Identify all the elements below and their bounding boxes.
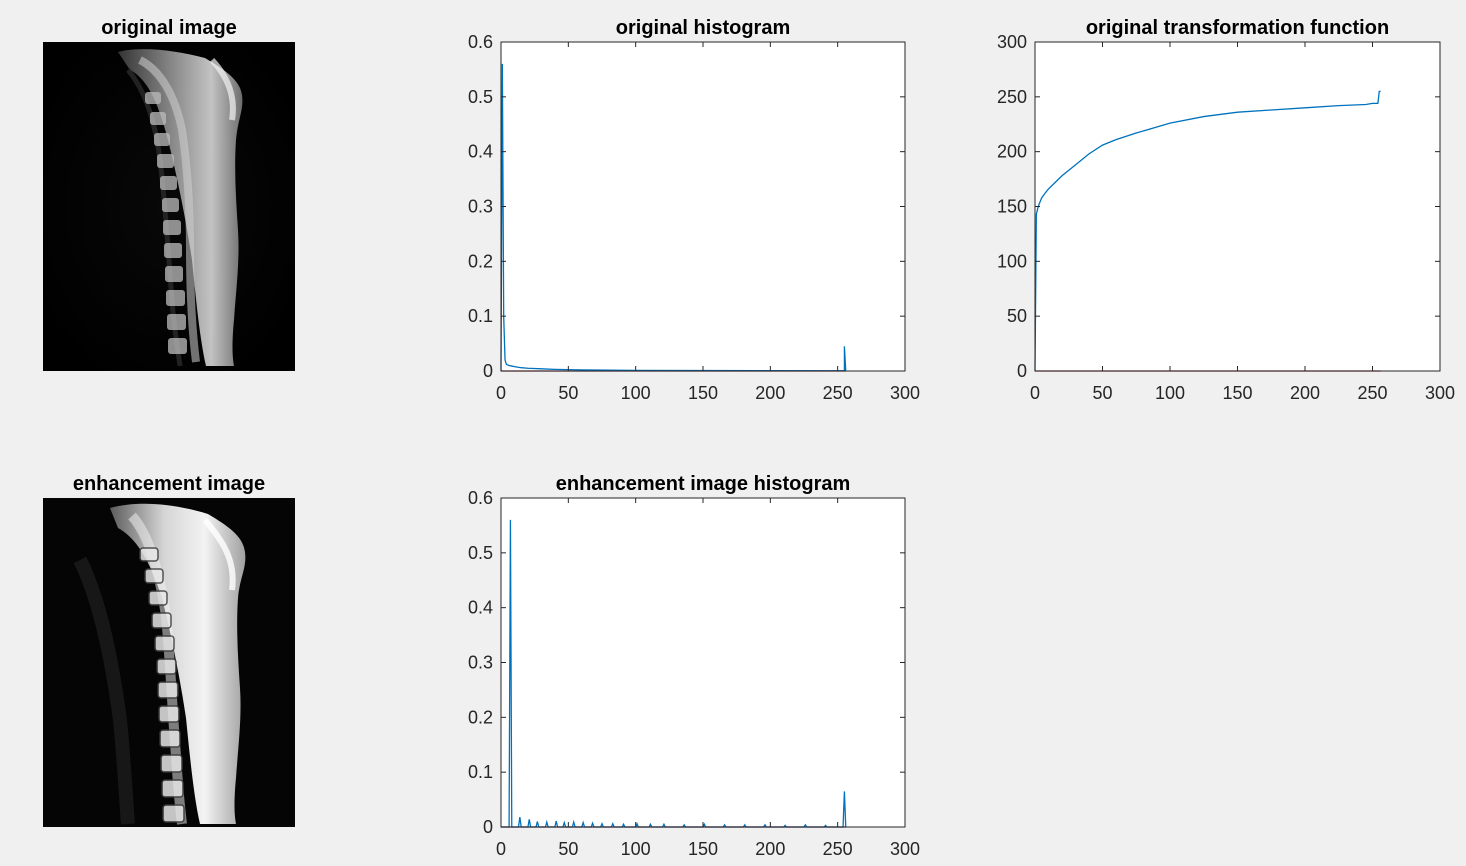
y-tick-label: 0.1 xyxy=(468,306,493,326)
y-tick-label: 0.6 xyxy=(468,32,493,52)
y-tick-label: 50 xyxy=(1007,306,1027,326)
enhancement-image-panel: enhancement image xyxy=(43,473,295,827)
original-image-panel: original image xyxy=(43,17,295,371)
x-tick-label: 200 xyxy=(755,383,785,403)
y-tick-label: 0.4 xyxy=(468,142,493,162)
x-tick-label: 300 xyxy=(1425,383,1455,403)
x-tick-label: 200 xyxy=(755,839,785,859)
x-tick-label: 150 xyxy=(688,383,718,403)
plot-area xyxy=(501,42,905,371)
y-tick-label: 0.2 xyxy=(468,707,493,727)
y-tick-label: 200 xyxy=(997,142,1027,162)
original-mri-image xyxy=(43,42,295,371)
x-tick-label: 0 xyxy=(1030,383,1040,403)
x-tick-label: 100 xyxy=(621,383,651,403)
original-transformation-function-title: original transformation function xyxy=(1086,17,1389,39)
x-tick-label: 50 xyxy=(558,839,578,859)
y-tick-label: 0.5 xyxy=(468,87,493,107)
x-tick-label: 100 xyxy=(1155,383,1185,403)
x-tick-label: 100 xyxy=(621,839,651,859)
x-tick-label: 50 xyxy=(1092,383,1112,403)
y-tick-label: 150 xyxy=(997,197,1027,217)
y-tick-label: 0.5 xyxy=(468,543,493,563)
y-tick-label: 300 xyxy=(997,32,1027,52)
x-tick-label: 0 xyxy=(496,383,506,403)
y-tick-label: 0.6 xyxy=(468,488,493,508)
x-tick-label: 250 xyxy=(1357,383,1387,403)
plot-area xyxy=(501,498,905,827)
x-tick-label: 150 xyxy=(688,839,718,859)
plot-area xyxy=(1035,42,1440,371)
y-tick-label: 0.4 xyxy=(468,598,493,618)
enhancement-image-histogram-title: enhancement image histogram xyxy=(556,473,851,495)
y-tick-label: 0 xyxy=(483,817,493,837)
y-tick-label: 0.1 xyxy=(468,762,493,782)
y-tick-label: 0 xyxy=(1017,361,1027,381)
x-tick-label: 300 xyxy=(890,839,920,859)
y-tick-label: 100 xyxy=(997,251,1027,271)
y-tick-label: 0 xyxy=(483,361,493,381)
x-tick-label: 150 xyxy=(1222,383,1252,403)
x-tick-label: 250 xyxy=(823,839,853,859)
x-tick-label: 50 xyxy=(558,383,578,403)
x-tick-label: 200 xyxy=(1290,383,1320,403)
enhancement-mri-image xyxy=(43,498,295,827)
x-tick-label: 250 xyxy=(823,383,853,403)
y-tick-label: 0.2 xyxy=(468,251,493,271)
enhancement-image-title: enhancement image xyxy=(73,473,265,495)
original-histogram-axes: original histogram 0 50 100 150 200 250 300 0 0.1… xyxy=(468,17,920,403)
y-tick-label: 250 xyxy=(997,87,1027,107)
y-tick-label: 0.3 xyxy=(468,653,493,673)
x-tick-label: 0 xyxy=(496,839,506,859)
y-tick-label: 0.3 xyxy=(468,197,493,217)
series-line xyxy=(1034,90,1381,372)
enhancement-image-histogram-axes: enhancement image histogram 0 50 100 150 200 2… xyxy=(468,473,920,859)
original-image-title: original image xyxy=(101,17,237,39)
original-transformation-function-axes: original transformation function 0 50 100 15… xyxy=(997,17,1455,403)
original-histogram-title: original histogram xyxy=(616,17,790,39)
x-tick-label: 300 xyxy=(890,383,920,403)
